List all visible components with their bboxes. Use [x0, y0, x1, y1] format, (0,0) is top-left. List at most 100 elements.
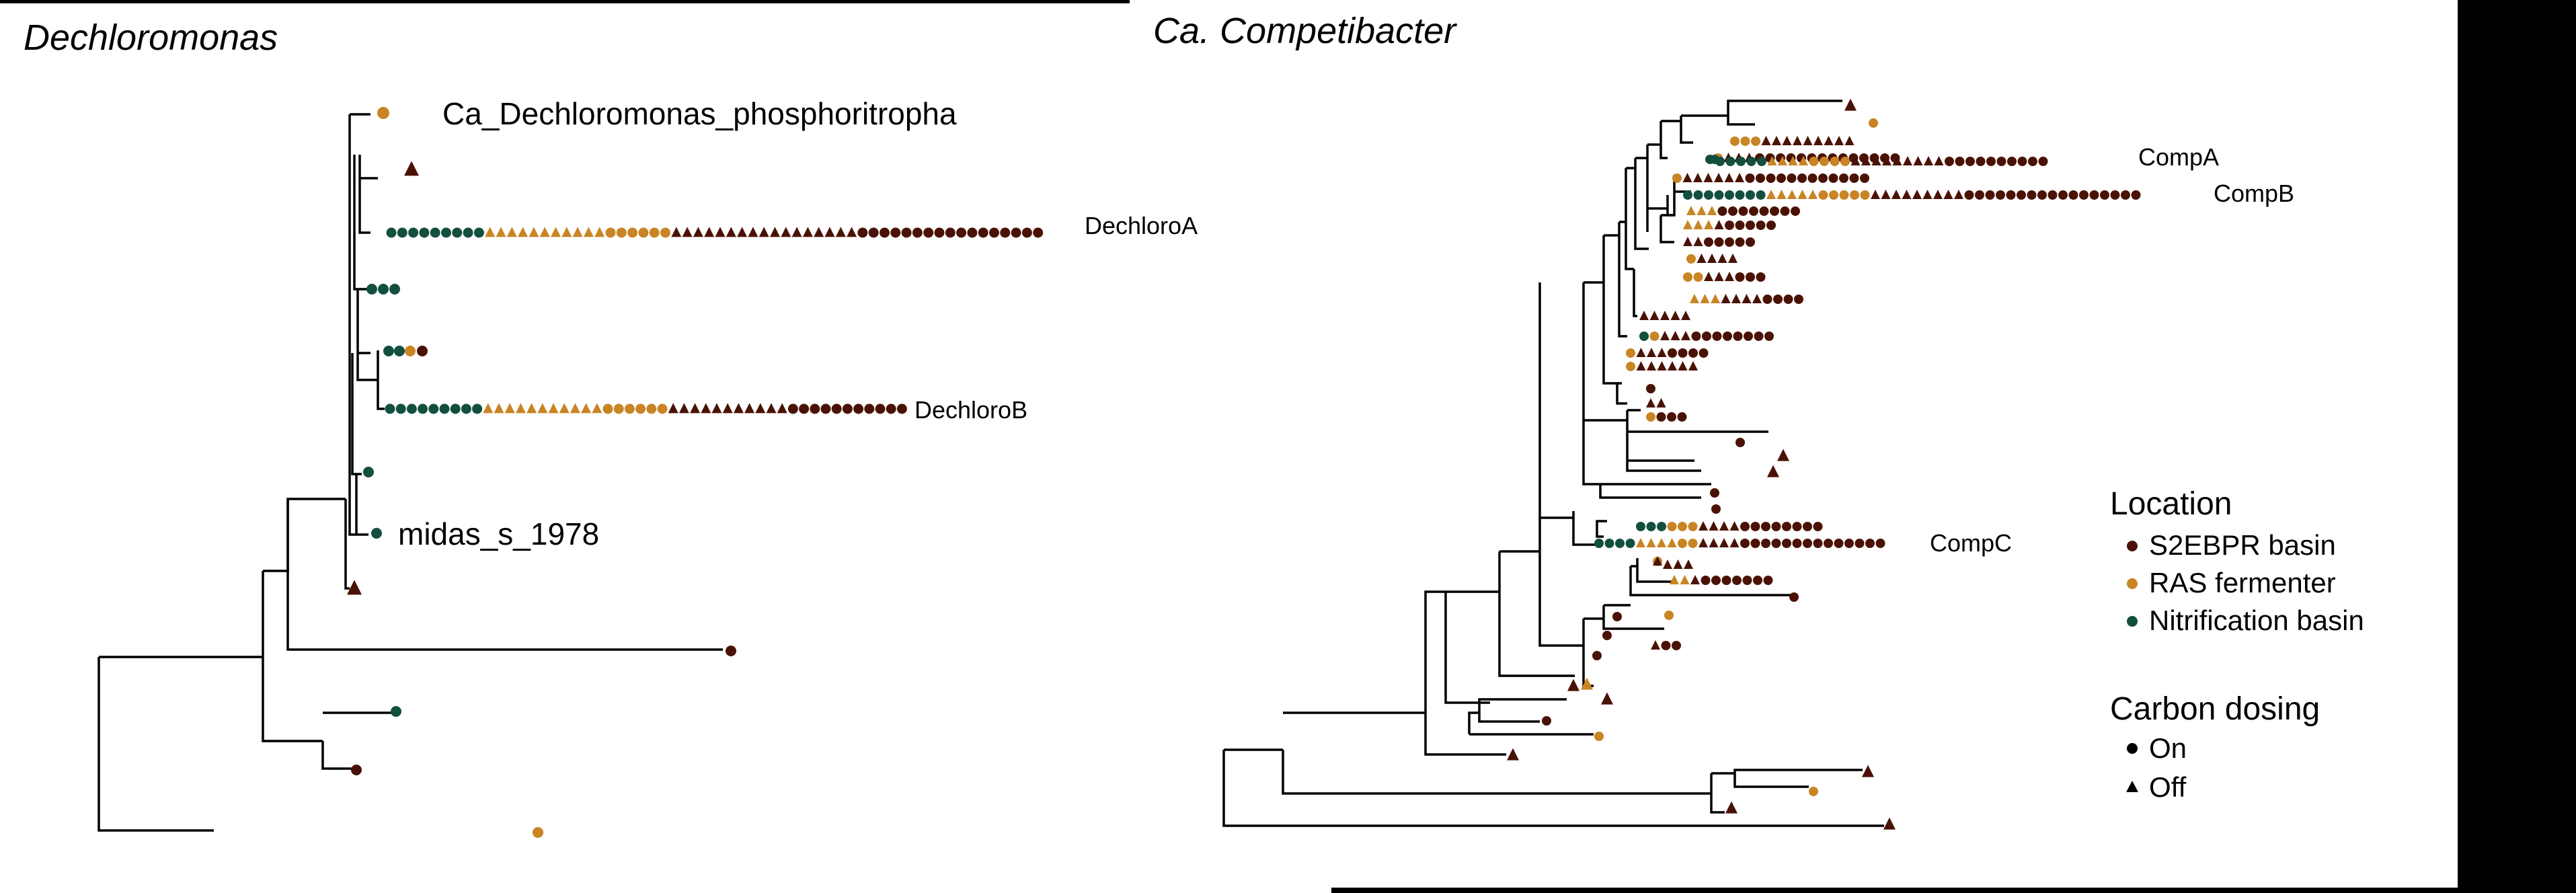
tip-dot-on [1829, 190, 1838, 200]
tip-dot-on [726, 646, 736, 656]
tip-dot-on [1766, 173, 1776, 183]
tip-dot-on [857, 227, 868, 238]
branch [1604, 221, 1627, 338]
tip-dot-on [405, 346, 416, 356]
branch [1626, 157, 1649, 250]
tip-triangle-off [1693, 172, 1703, 182]
tip-dot-on [1782, 522, 1791, 531]
tip-dot-on [890, 227, 901, 238]
tip-triangle-off [1639, 310, 1649, 320]
tip-dot-on [1780, 206, 1790, 216]
tip-triangle-off [1772, 135, 1781, 145]
tip-dot-on [1844, 539, 1854, 548]
tip-triangle-off [678, 403, 689, 414]
tip-dot-on [1996, 157, 2006, 166]
tip-triangle-off [1824, 135, 1834, 145]
tip-triangle-off [1777, 449, 1789, 461]
branch [1283, 711, 1506, 756]
tip-dot-on [945, 227, 955, 238]
tip-triangle-off [1682, 172, 1692, 182]
tip-triangle-off [1813, 135, 1823, 145]
tip-triangle-off [1799, 155, 1808, 165]
tip-dot-on [383, 346, 394, 356]
tip-dot-on [1740, 539, 1750, 548]
tip-dot-on [418, 403, 428, 414]
tip-dot-on [1756, 173, 1765, 183]
tip-dot-on [397, 227, 407, 238]
tip-triangle-off [1670, 310, 1680, 320]
tip-triangle-off [1767, 155, 1777, 165]
tip-dot-on [1996, 190, 2005, 200]
competibacter-tree: CompA CompB CompC [1222, 98, 2294, 830]
tip-dot-on [1683, 272, 1692, 282]
tip-triangle-off [1862, 765, 1874, 777]
tip-triangle-off [1871, 189, 1880, 199]
branch [1680, 100, 1842, 144]
tip-dot-on [1636, 522, 1645, 531]
tip-triangle-off [791, 227, 802, 237]
tip-triangle-off [1657, 537, 1666, 547]
tip-triangle-off [1700, 293, 1710, 303]
tip-dot-on [2068, 190, 2078, 200]
tip-dot-on [1725, 237, 1734, 247]
tip-triangle-off [561, 227, 572, 237]
tip-triangle-off [1507, 748, 1519, 761]
tip-triangle-off [404, 161, 419, 176]
tip-dot-on [896, 403, 907, 414]
tip-dot-on [2017, 157, 2027, 166]
branch [97, 657, 214, 832]
tip-dot-on [1839, 173, 1848, 183]
tip-dot-on [1021, 227, 1032, 238]
tip-dot-on [1834, 539, 1844, 548]
tip-dot-on [1839, 190, 1849, 200]
tip-dot-on [439, 403, 450, 414]
tip-dot-on [1773, 295, 1783, 304]
tip-dot-on [1965, 157, 1975, 166]
tip-dot-on [1875, 539, 1885, 548]
tip-dot-on [1011, 227, 1021, 238]
tip-dot-on [864, 403, 875, 414]
tip-dot-on [1945, 157, 1954, 166]
tip-triangle-off [1717, 253, 1727, 263]
tip-triangle-off [1683, 236, 1692, 246]
tip-dot-on [1985, 190, 1995, 200]
tip-triangle-off [572, 227, 583, 237]
tip-dot-on [1749, 206, 1758, 216]
tip-triangle-off [526, 403, 537, 414]
tip-triangle-off [1601, 692, 1613, 705]
branch [1540, 511, 1607, 546]
tip-triangle-off [1703, 172, 1713, 182]
tip-triangle-off [1844, 98, 1857, 111]
tip-label-compC: CompC [1930, 529, 2012, 557]
tip-triangle-off [1714, 271, 1724, 281]
tip-dot-on [385, 403, 395, 414]
tip-dot-on [1733, 332, 1743, 341]
tip-dot-on [1000, 227, 1011, 238]
tip-dot-on [1646, 384, 1655, 393]
tree-branches [97, 113, 723, 832]
tip-triangle-off [1793, 135, 1802, 145]
tip-dot-on [1688, 539, 1698, 548]
tip-dot-on [1542, 716, 1551, 726]
tip-triangle-off [1844, 135, 1855, 145]
tip-dot-on [1612, 612, 1622, 621]
branch [344, 499, 350, 590]
tip-dot-on [934, 227, 945, 238]
tip-triangle-off [1711, 293, 1720, 303]
tip-dot-on [1661, 641, 1671, 650]
tip-dot-on [1750, 539, 1760, 548]
tip-triangle-off [1693, 236, 1703, 246]
tip-dot-on [366, 284, 377, 295]
tip-dot-on [1813, 539, 1823, 548]
tip-triangle-off [1766, 189, 1776, 199]
tip-dot-on [1710, 488, 1719, 498]
tip-triangle-off [1670, 574, 1679, 584]
tip-dot-on [1813, 522, 1823, 531]
tip-dot-on [1746, 190, 1755, 200]
tip-dot-on [408, 227, 419, 238]
tip-dot-on [1746, 157, 1756, 166]
tip-triangle-off [1707, 205, 1717, 215]
tip-dot-on [1668, 348, 1677, 358]
tip-dot-on [1677, 412, 1687, 422]
tip-triangle-off [1724, 172, 1734, 182]
